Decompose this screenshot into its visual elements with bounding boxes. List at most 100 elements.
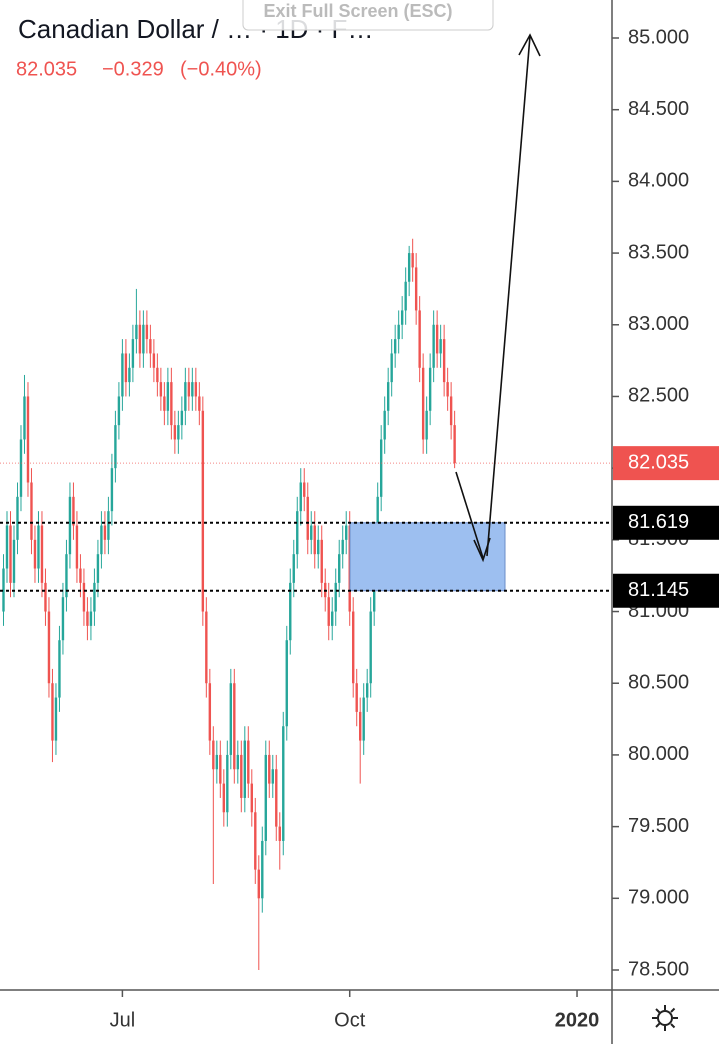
candle-body — [173, 425, 177, 440]
settings-icon[interactable] — [652, 1005, 678, 1031]
price-change: −0.329 — [102, 58, 164, 80]
candle-body — [30, 482, 33, 540]
candle-body — [142, 324, 145, 354]
candle-body — [72, 496, 75, 526]
candle-body — [54, 697, 58, 741]
candle-body — [222, 783, 226, 813]
candle-body — [250, 783, 253, 813]
candle-body — [212, 740, 215, 770]
gear-teeth[interactable] — [652, 1005, 678, 1031]
candle-body — [442, 339, 446, 383]
candle-body — [191, 382, 194, 397]
candle-body — [425, 410, 428, 440]
candle-body — [37, 525, 40, 569]
y-tick-label: 83.000 — [628, 313, 689, 335]
candle-body — [12, 539, 16, 583]
candle-body — [289, 582, 292, 641]
candle-body — [407, 253, 411, 282]
candle-body — [114, 425, 117, 469]
candle-body — [135, 324, 138, 340]
candle-body — [194, 382, 198, 397]
candle-body — [65, 554, 68, 598]
candle-body — [310, 525, 313, 540]
candle-body — [138, 324, 142, 354]
level-tag — [613, 573, 719, 608]
arrow-up — [486, 35, 531, 557]
candle-body — [275, 769, 278, 827]
candle-body — [317, 539, 320, 555]
plot-area — [0, 238, 612, 970]
last-price: 82.035 — [16, 58, 77, 80]
candle-body — [40, 525, 44, 583]
candle-body — [44, 582, 47, 612]
candle-body — [421, 367, 425, 440]
candle-body — [2, 568, 5, 612]
candle-body — [247, 740, 250, 784]
candle-body — [229, 683, 233, 755]
candle-body — [400, 310, 404, 325]
exit-fullscreen-button[interactable]: Exit Full Screen (ESC) — [242, 0, 494, 31]
candle-body — [435, 324, 439, 354]
candle-body — [386, 382, 390, 411]
candle-body — [61, 597, 65, 641]
candle-body — [205, 611, 208, 684]
last-price-label: 82.035 — [628, 451, 689, 473]
candle-body — [268, 754, 271, 784]
candle-body — [9, 525, 12, 583]
candle-body — [75, 525, 79, 569]
candle-body — [215, 754, 219, 770]
candle-body — [404, 281, 407, 311]
candle-body — [51, 683, 54, 741]
candle-body — [180, 410, 184, 426]
candle-body — [93, 582, 96, 612]
candle-body — [414, 267, 418, 311]
price-change-percent: (−0.40%) — [180, 58, 262, 80]
gear[interactable] — [657, 1010, 673, 1026]
candle-body — [379, 439, 383, 497]
candle-body — [58, 640, 61, 698]
candle-body — [33, 539, 37, 569]
candle-body — [170, 382, 173, 426]
level-label: 81.145 — [628, 579, 689, 601]
candle-body — [79, 568, 82, 583]
candle-body — [208, 683, 212, 741]
candle-body — [397, 324, 400, 340]
candle-body — [366, 683, 369, 698]
level-tag — [613, 505, 719, 540]
candle-body — [198, 396, 201, 411]
candle-body — [446, 382, 449, 397]
candle-body — [86, 611, 89, 626]
candle-body — [236, 754, 240, 770]
x-tick-label: 2020 — [555, 1009, 600, 1031]
candle-body — [334, 582, 337, 612]
candle-body — [149, 339, 152, 354]
button-label[interactable]: Exit Full Screen (ESC) — [263, 1, 452, 21]
candle-body — [107, 511, 110, 540]
y-tick-label: 85.000 — [628, 26, 689, 48]
candle-body — [184, 382, 187, 411]
candle-body — [187, 382, 191, 397]
candle-body — [439, 339, 442, 354]
candle-body — [128, 367, 131, 383]
candle-body — [285, 640, 288, 727]
candle-body — [26, 396, 30, 483]
candle-body — [16, 496, 19, 540]
candle-body — [219, 754, 222, 784]
candle-body — [338, 554, 341, 583]
level-label: 81.619 — [628, 511, 689, 533]
candle-body — [352, 611, 355, 684]
candle-body — [355, 683, 358, 712]
button-frame[interactable] — [242, 0, 494, 31]
candle-body — [131, 339, 135, 368]
candle-body — [117, 396, 121, 426]
candle-body — [383, 410, 386, 440]
candle-body — [411, 253, 414, 268]
y-tick-label: 80.000 — [628, 743, 689, 765]
candle-body — [362, 697, 365, 741]
candle-body — [432, 324, 435, 368]
arrowhead — [518, 33, 541, 57]
candle-body — [5, 525, 9, 569]
arrow-down — [455, 471, 484, 559]
